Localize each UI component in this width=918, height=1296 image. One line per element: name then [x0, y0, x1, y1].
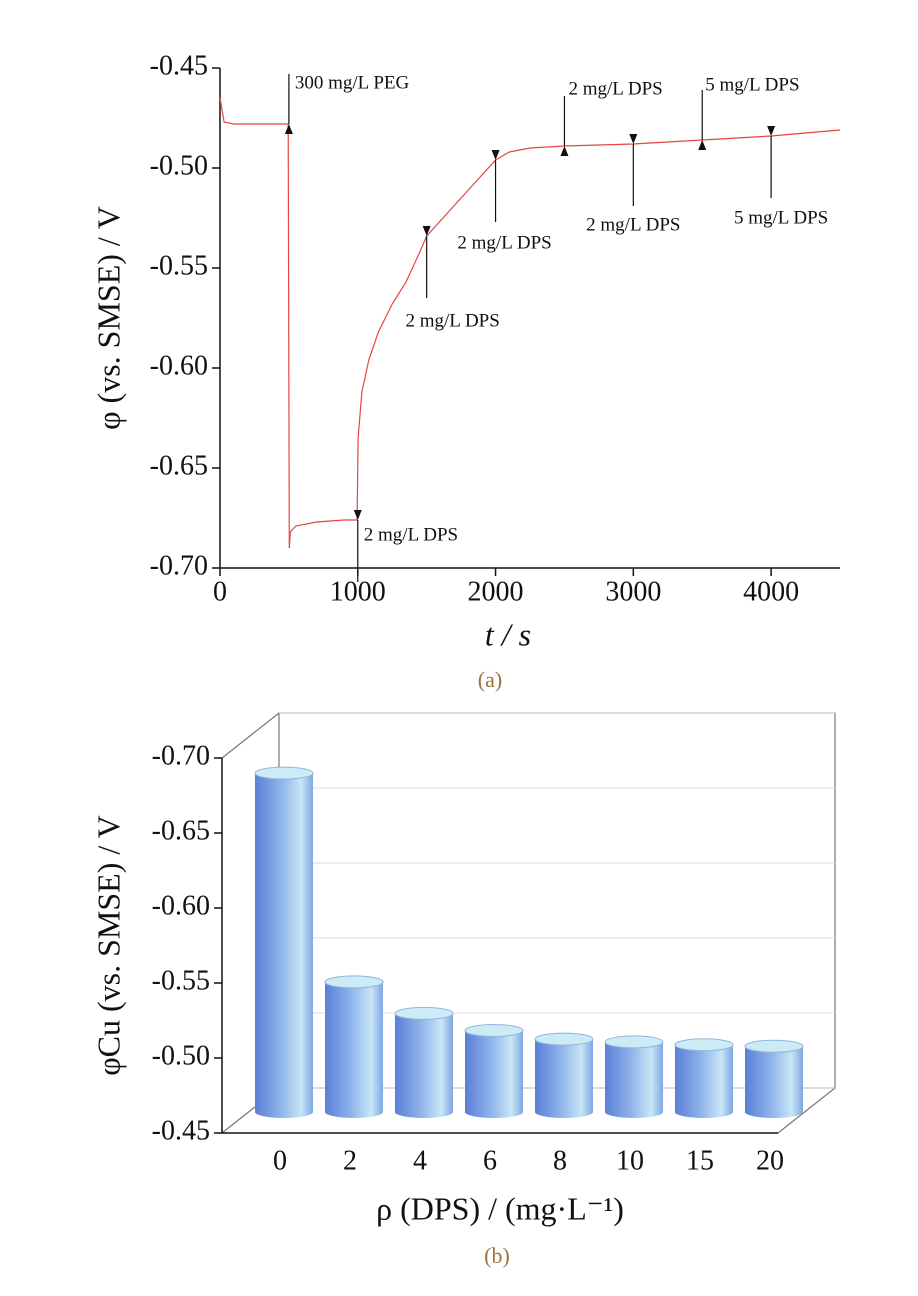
arrow-head — [353, 510, 362, 520]
bar-top — [464, 1023, 524, 1037]
annotation: 300 mg/L PEG — [295, 72, 410, 93]
x-tick-label: 15 — [686, 1145, 714, 1176]
y-tick-label: -0.55 — [150, 250, 208, 281]
y-tick-label: -0.45 — [150, 50, 208, 81]
x-tick-label: 2000 — [468, 576, 524, 607]
annotation: 5 mg/L DPS — [734, 207, 828, 228]
y-tick-label: -0.45 — [152, 1115, 210, 1146]
bar — [325, 981, 383, 1118]
bar-top — [324, 975, 384, 989]
bar — [255, 773, 313, 1118]
annotation: 2 mg/L DPS — [406, 310, 500, 331]
x-axis-title: t / s — [485, 616, 531, 652]
y-tick-label: -0.70 — [152, 740, 210, 771]
back-wall — [221, 712, 836, 1134]
annotation: 2 mg/L DPS — [364, 524, 458, 545]
y-tick-label: -0.50 — [150, 150, 208, 181]
bar-top — [254, 766, 314, 780]
y-tick-label: -0.50 — [152, 1040, 210, 1071]
line-series — [219, 97, 841, 549]
x-tick-label: 0 — [273, 1145, 287, 1176]
bar — [465, 1030, 523, 1118]
y-tick-label: -0.60 — [152, 890, 210, 921]
bar-top — [674, 1038, 734, 1052]
arrow-head — [629, 134, 638, 144]
bar — [395, 1013, 453, 1118]
bar — [605, 1041, 663, 1118]
annotation: 2 mg/L DPS — [586, 214, 680, 235]
bar — [675, 1044, 733, 1118]
y-tick-label: -0.65 — [150, 450, 208, 481]
y-tick-label: -0.70 — [150, 550, 208, 581]
x-tick-label: 4000 — [743, 576, 799, 607]
caption: (b) — [484, 1243, 510, 1268]
y-axis-title: φCu (vs. SMSE) / V — [90, 815, 126, 1076]
x-tick-label: 4 — [413, 1145, 427, 1176]
y-axis-title: φ (vs. SMSE) / V — [90, 206, 126, 430]
y-tick-label: -0.60 — [150, 350, 208, 381]
x-tick-label: 3000 — [605, 576, 661, 607]
bar-top — [534, 1032, 594, 1046]
arrow-head — [698, 140, 707, 150]
bar-top — [744, 1039, 804, 1053]
arrow-head — [491, 150, 500, 160]
x-tick-label: 2 — [343, 1145, 357, 1176]
arrow-head — [422, 226, 431, 236]
caption: (a) — [478, 667, 502, 692]
x-tick-label: 8 — [553, 1145, 567, 1176]
y-tick-label: -0.65 — [152, 815, 210, 846]
arrow-head — [284, 124, 293, 134]
annotation: 2 mg/L DPS — [568, 78, 662, 99]
x-tick-label: 10 — [616, 1145, 644, 1176]
bar-top — [394, 1006, 454, 1020]
annotation: 2 mg/L DPS — [457, 232, 551, 253]
bar — [535, 1039, 593, 1118]
arrow-head — [560, 146, 569, 156]
y-tick-label: -0.55 — [152, 965, 210, 996]
arrow-head — [767, 126, 776, 136]
x-tick-label: 20 — [756, 1145, 784, 1176]
annotation: 5 mg/L DPS — [705, 74, 799, 95]
x-tick-label: 0 — [213, 576, 227, 607]
x-axis-title: ρ (DPS) / (mg·L⁻¹) — [376, 1190, 624, 1226]
bar — [745, 1046, 803, 1118]
bar-top — [604, 1035, 664, 1049]
x-tick-label: 6 — [483, 1145, 497, 1176]
